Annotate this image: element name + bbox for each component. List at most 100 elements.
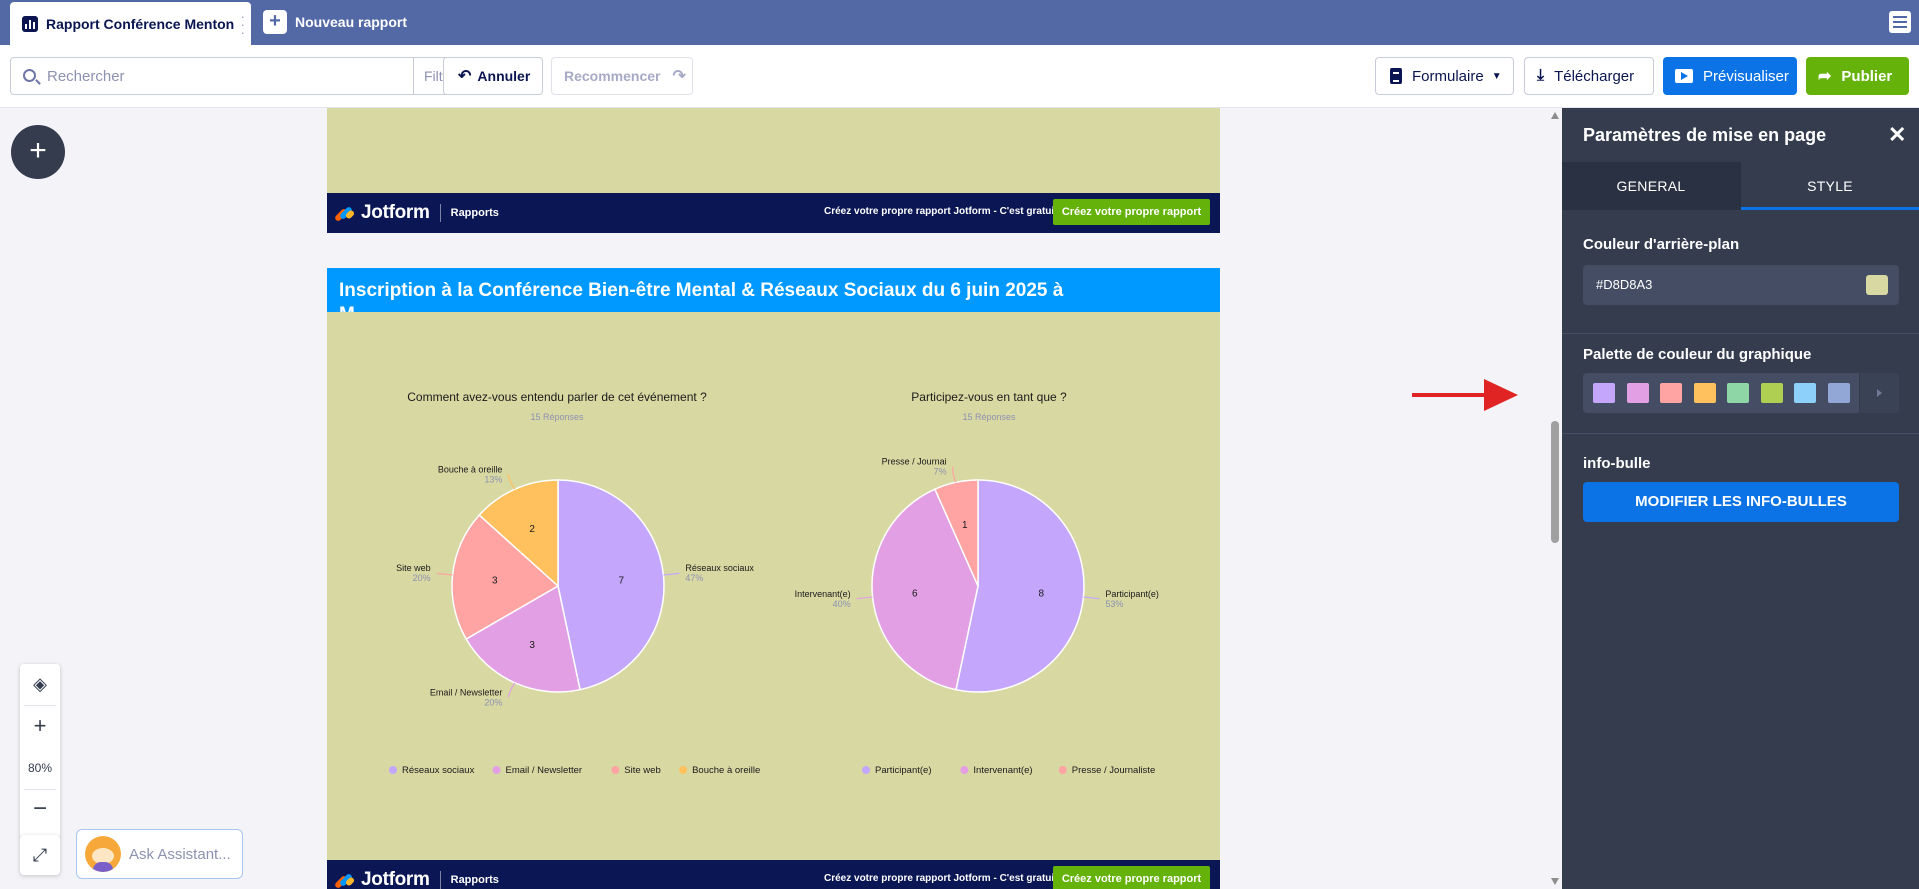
preview-button[interactable]: Prévisualiser xyxy=(1663,57,1797,95)
close-icon[interactable]: ✕ xyxy=(1888,122,1907,147)
redo-button[interactable]: Recommencer ↷ xyxy=(551,57,693,95)
report-tab-icon xyxy=(22,15,38,32)
new-report-tab[interactable]: + Nouveau rapport xyxy=(263,10,407,34)
tab-style[interactable]: STYLE xyxy=(1741,162,1919,210)
callout-percent: 13% xyxy=(484,475,502,485)
bg-color-label: Couleur d'arrière-plan xyxy=(1583,236,1740,253)
callout-category: Intervenant(e) xyxy=(795,589,851,599)
share-icon: ➦ xyxy=(1818,68,1832,85)
document-icon xyxy=(1390,68,1402,84)
jotform-logo-icon xyxy=(333,872,356,889)
callout-line xyxy=(952,466,957,483)
slice-value-label: 3 xyxy=(492,575,498,586)
pie-slice xyxy=(478,479,559,588)
scroll-up-arrow[interactable] xyxy=(1551,112,1559,119)
logo-text: Jotform xyxy=(361,202,430,223)
chart-subtitle: 15 Réponses xyxy=(530,412,584,422)
tab-general[interactable]: GENERAL xyxy=(1616,178,1686,194)
slice-value-label: 8 xyxy=(1038,589,1044,600)
palette-swatch[interactable] xyxy=(1760,383,1783,403)
chart-title: Participez-vous en tant que ? xyxy=(911,390,1067,404)
chart-subtitle: 15 Réponses xyxy=(962,412,1016,422)
search-input[interactable] xyxy=(47,58,417,94)
create-report-button[interactable]: Créez votre propre rapport xyxy=(1053,866,1210,889)
form-dropdown[interactable]: Formulaire ▼ xyxy=(1375,57,1514,95)
canvas-scrollbar[interactable] xyxy=(1548,108,1562,889)
callout-category: Participant(e) xyxy=(1105,589,1159,599)
logo-separator xyxy=(439,871,441,889)
logo-separator xyxy=(439,204,441,222)
hamburger-icon[interactable] xyxy=(1889,11,1911,33)
zoom-out-icon[interactable]: − xyxy=(32,795,47,822)
bg-color-swatch[interactable] xyxy=(1866,275,1888,295)
publish-label: Publier xyxy=(1841,67,1893,85)
callout-line xyxy=(856,596,873,600)
callout-line xyxy=(436,572,453,576)
palette-swatch[interactable] xyxy=(1693,383,1716,403)
create-report-button[interactable]: Créez votre propre rapport xyxy=(1053,199,1210,225)
edit-tooltips-button[interactable]: MODIFIER LES INFO-BULLES xyxy=(1583,482,1899,522)
promo-text: Créez votre propre rapport Jotform - C'e… xyxy=(824,206,1058,217)
pie-charts[interactable]: Comment avez-vous entendu parler de cet … xyxy=(327,268,1220,860)
report-title: Inscription à la Conférence Bien-être Me… xyxy=(339,280,1064,301)
scroll-down-arrow[interactable] xyxy=(1551,878,1559,885)
scroll-thumb[interactable] xyxy=(1551,421,1559,543)
legend-marker xyxy=(960,766,969,774)
search-box: Filtre xyxy=(10,57,486,95)
download-button[interactable]: ⤓ Télécharger xyxy=(1524,57,1654,95)
publish-button[interactable]: ➦ Publier xyxy=(1806,57,1909,95)
tab-report-title: Rapport Conférence Menton xyxy=(46,15,235,32)
report-title-bar[interactable]: Inscription à la Conférence Bien-être Me… xyxy=(327,268,1220,312)
legend-label: Site web xyxy=(624,765,660,776)
tab-options-icon[interactable]: · · · xyxy=(240,8,245,40)
chevron-right-icon[interactable] xyxy=(1859,373,1899,413)
report-page[interactable]: Inscription à la Conférence Bien-être Me… xyxy=(327,268,1220,860)
zoom-in-icon[interactable]: + xyxy=(33,713,47,738)
slice-value-label: 7 xyxy=(618,575,624,586)
pie-slice xyxy=(955,479,1085,693)
zoom-divider xyxy=(24,789,56,790)
layout-settings-panel: Paramètres de mise en page ✕ GENERAL STY… xyxy=(1562,108,1919,889)
legend-label: Email / Newsletter xyxy=(506,765,583,776)
chart-palette-picker[interactable] xyxy=(1583,373,1899,413)
report-canvas: + Jotform Rapports Créez votre propre ra… xyxy=(0,108,1562,889)
legend-marker xyxy=(679,766,688,774)
undo-icon: ↶ xyxy=(458,68,472,85)
report-page-previous[interactable] xyxy=(327,108,1220,193)
callout-percent: 20% xyxy=(413,573,431,583)
callout-category: Bouche à oreille xyxy=(438,465,503,475)
play-icon xyxy=(1675,69,1693,83)
tab-report-active[interactable]: Rapport Conférence Menton · · · xyxy=(10,2,251,45)
preview-label: Prévisualiser xyxy=(1703,67,1789,85)
undo-button[interactable]: ↶ Annuler xyxy=(443,57,543,95)
slice-value-label: 3 xyxy=(529,640,535,651)
palette-swatch[interactable] xyxy=(1593,383,1615,403)
jotform-logo: Jotform Rapports xyxy=(333,202,499,224)
callout-percent: 7% xyxy=(934,467,947,477)
palette-swatch[interactable] xyxy=(1727,383,1749,403)
layers-icon[interactable]: ◈ xyxy=(33,674,47,694)
form-label: Formulaire xyxy=(1412,67,1484,85)
callout-line xyxy=(507,474,516,490)
legend-label: Presse / Journaliste xyxy=(1072,765,1155,776)
top-bar: Rapport Conférence Menton · · · + Nouveau … xyxy=(0,0,1919,45)
legend-label: Intervenant(e) xyxy=(973,765,1032,776)
palette-label: Palette de couleur du graphique xyxy=(1583,346,1812,363)
palette-swatch[interactable] xyxy=(1660,383,1682,403)
fullscreen-icon[interactable]: ⤢ xyxy=(20,835,60,875)
ask-assistant-button[interactable]: Ask Assistant... xyxy=(76,829,243,879)
assistant-label: Ask Assistant... xyxy=(129,845,231,863)
zoom-controls: ◈ + 80% − xyxy=(20,664,60,839)
undo-label: Annuler xyxy=(477,68,531,84)
palette-swatch[interactable] xyxy=(1827,383,1850,403)
legend-marker xyxy=(492,766,501,774)
redo-icon: ↷ xyxy=(672,68,686,85)
assistant-avatar xyxy=(85,836,121,872)
legend-marker xyxy=(862,766,870,774)
report-footer-bottom: Jotform Rapports Créez votre propre rapp… xyxy=(327,860,1220,889)
palette-swatch[interactable] xyxy=(1794,383,1816,403)
legend-marker xyxy=(611,766,620,774)
bg-color-field[interactable]: #D8D8A3 xyxy=(1583,265,1899,305)
add-element-button[interactable]: + xyxy=(11,125,65,179)
palette-swatch[interactable] xyxy=(1626,383,1649,403)
